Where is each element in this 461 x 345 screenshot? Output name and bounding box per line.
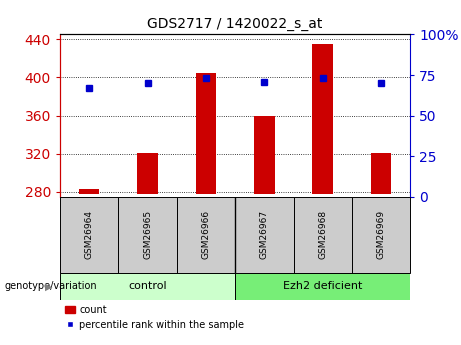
Text: Ezh2 deficient: Ezh2 deficient bbox=[283, 282, 362, 291]
Text: GSM26969: GSM26969 bbox=[377, 210, 385, 259]
Bar bbox=[60, 197, 118, 273]
Bar bbox=[352, 197, 410, 273]
Text: GSM26964: GSM26964 bbox=[85, 210, 94, 259]
Title: GDS2717 / 1420022_s_at: GDS2717 / 1420022_s_at bbox=[148, 17, 323, 31]
Text: genotype/variation: genotype/variation bbox=[5, 282, 97, 291]
Text: GSM26968: GSM26968 bbox=[318, 210, 327, 259]
Bar bbox=[294, 197, 352, 273]
Bar bbox=[79, 189, 100, 194]
Text: GSM26965: GSM26965 bbox=[143, 210, 152, 259]
Text: GSM26966: GSM26966 bbox=[201, 210, 210, 259]
Bar bbox=[177, 197, 235, 273]
Bar bbox=[235, 197, 294, 273]
Text: ▶: ▶ bbox=[45, 282, 52, 291]
Text: control: control bbox=[128, 282, 167, 291]
Bar bbox=[195, 73, 216, 194]
Bar bbox=[60, 273, 235, 300]
Bar bbox=[371, 153, 391, 194]
Bar bbox=[254, 116, 275, 194]
Bar bbox=[235, 273, 410, 300]
Text: GSM26967: GSM26967 bbox=[260, 210, 269, 259]
Legend: count, percentile rank within the sample: count, percentile rank within the sample bbox=[65, 305, 244, 330]
Bar bbox=[313, 44, 333, 194]
Bar bbox=[137, 153, 158, 194]
Bar bbox=[118, 197, 177, 273]
